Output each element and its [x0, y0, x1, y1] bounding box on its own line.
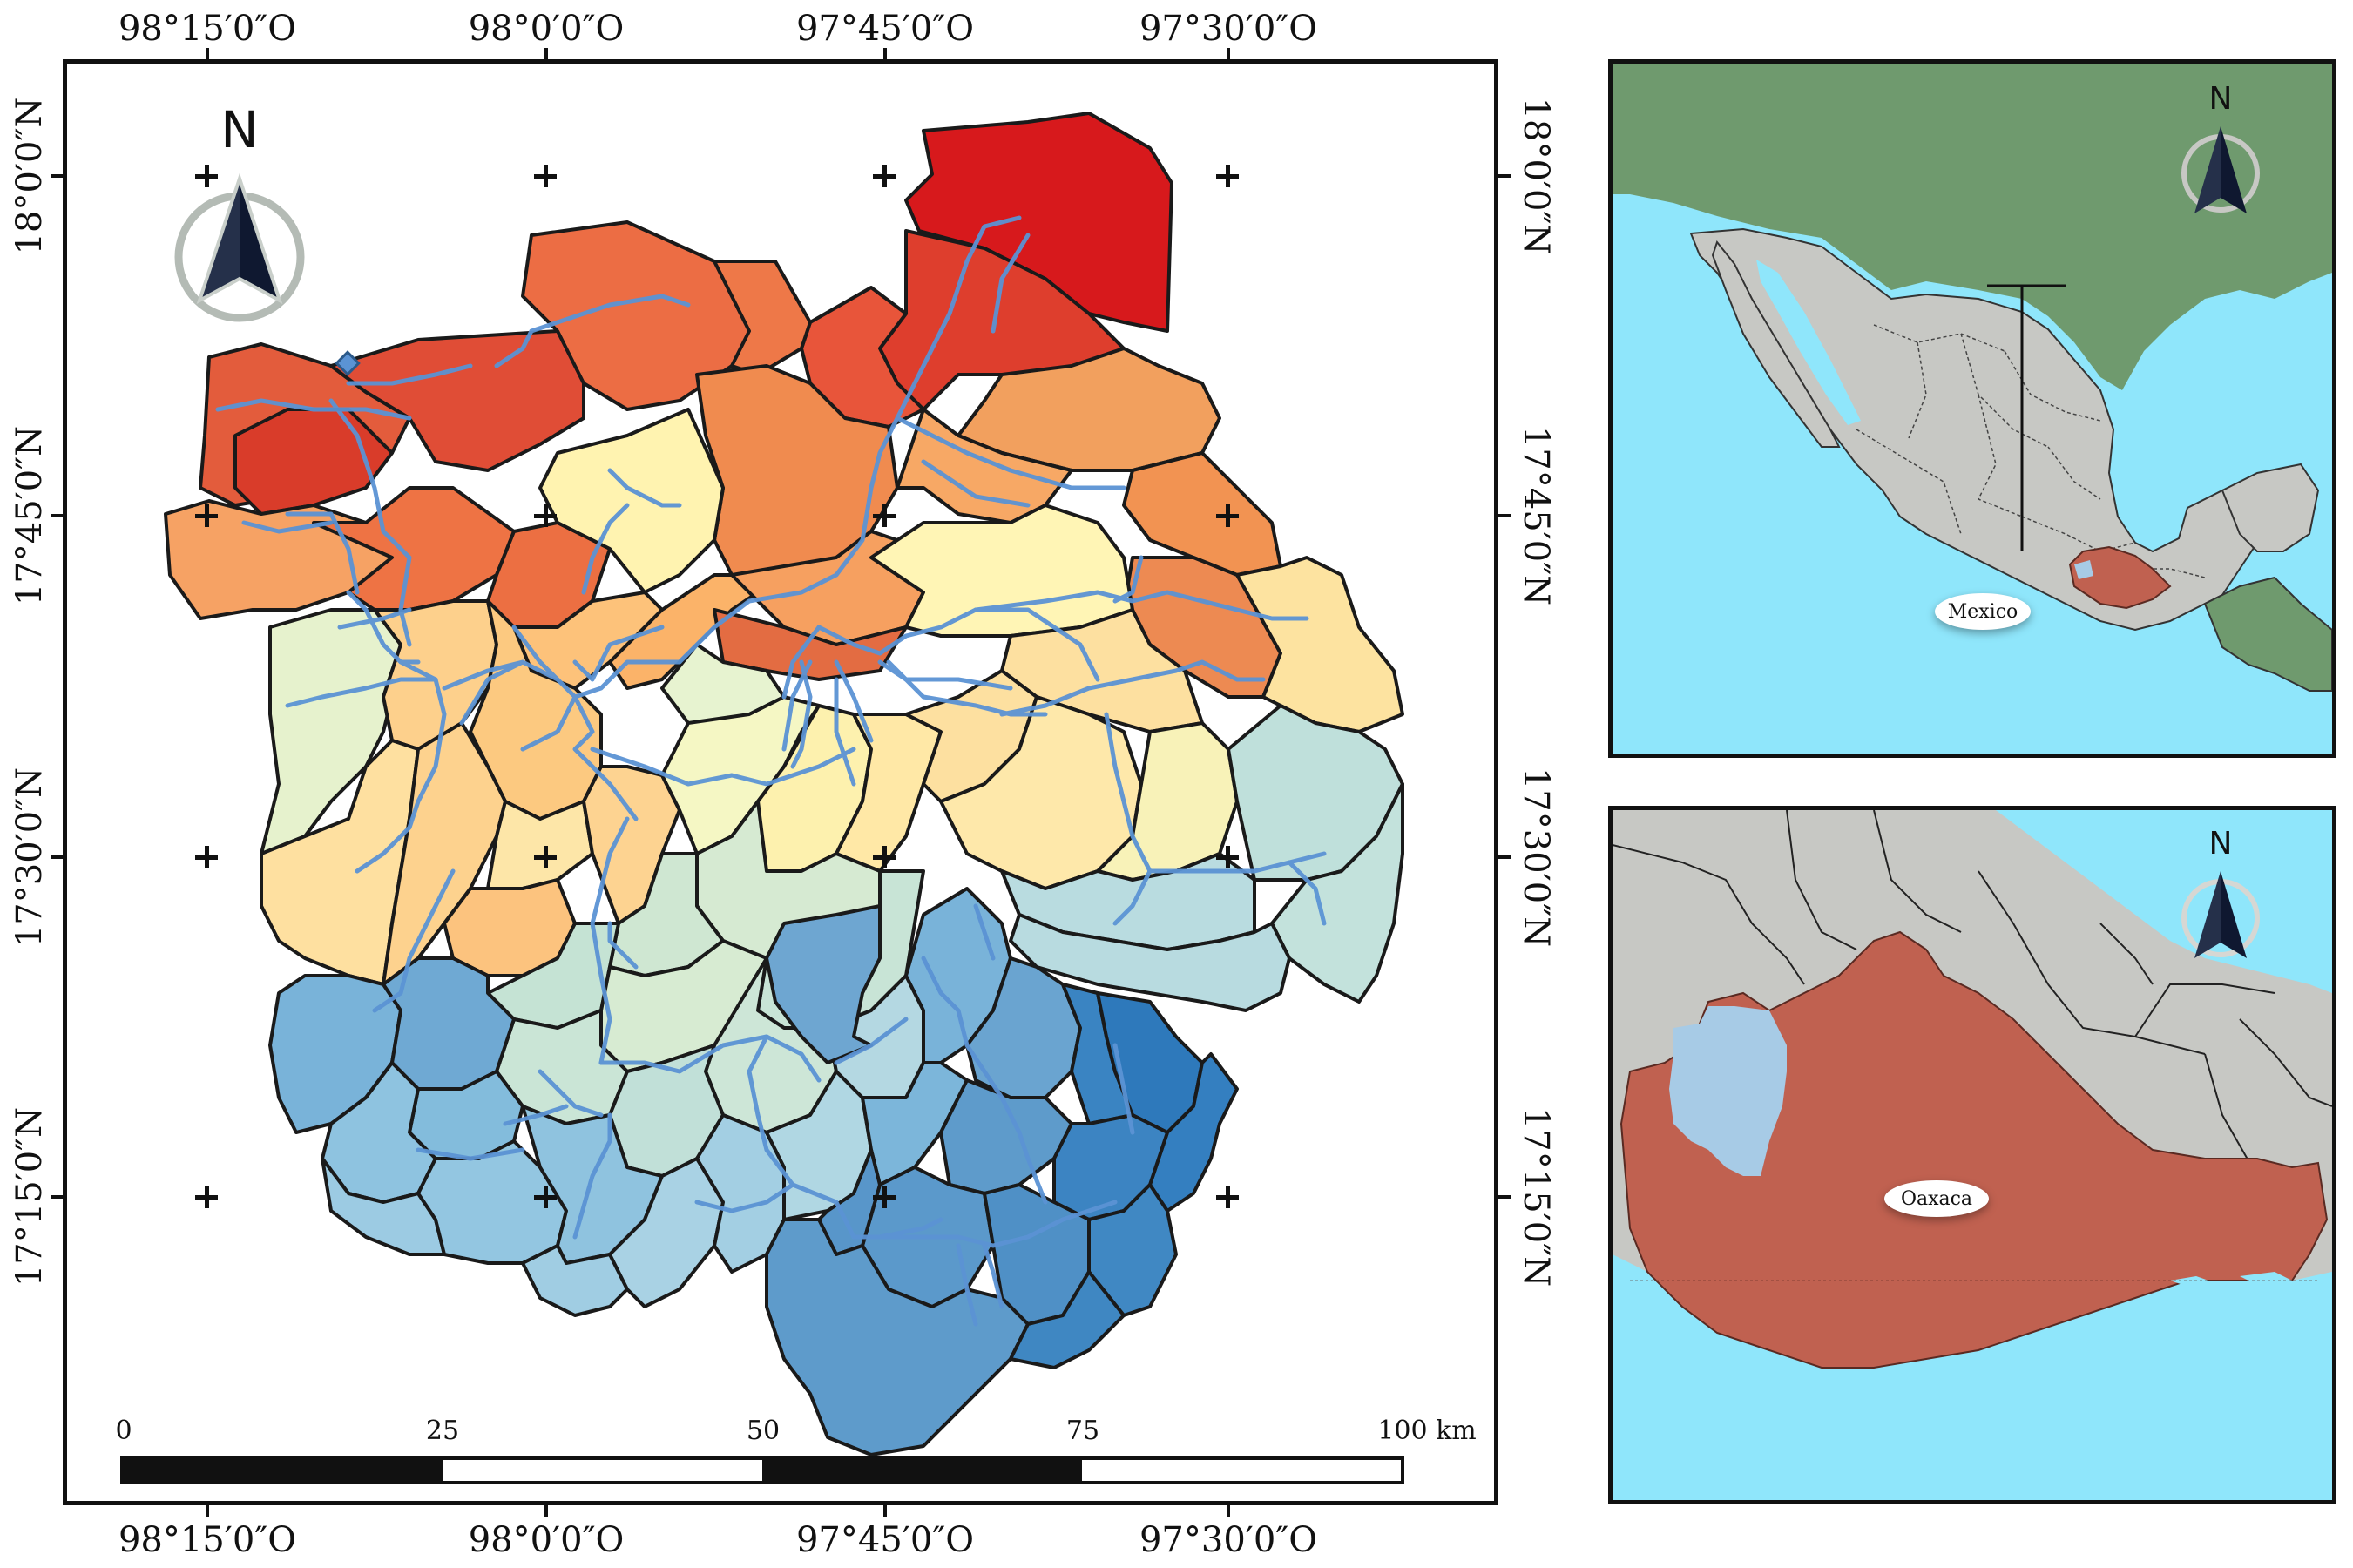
- oaxaca-label: Oaxaca: [1884, 1180, 1989, 1217]
- lon-label: 97°30′0″O: [1139, 1520, 1318, 1560]
- graticule-cross: [534, 1186, 557, 1208]
- graticule-cross: [1216, 165, 1239, 187]
- graticule-cross: [195, 1186, 218, 1208]
- mexico-inset-map: [1613, 64, 2332, 692]
- basin-highlight: [2074, 560, 2093, 579]
- lon-label: 97°45′0″O: [795, 9, 975, 49]
- lon-label: 98°0′0″O: [468, 1520, 625, 1560]
- inset-mexico-panel: Mexico N: [1608, 59, 2336, 758]
- subbasin: [382, 721, 507, 986]
- oaxaca-highlight: [2068, 545, 2172, 610]
- subbasin: [904, 112, 1173, 333]
- subbasin: [329, 329, 585, 472]
- lat-label: 17°30′0″N: [10, 767, 50, 948]
- frame-tick: [1498, 514, 1511, 517]
- mexico-callout: Mexico: [1935, 593, 2031, 630]
- pacific-water: [1613, 1254, 2332, 1500]
- graticule-cross: [534, 846, 557, 868]
- subbasin: [869, 504, 1134, 638]
- inset-oaxaca-panel: Oaxaca N: [1608, 806, 2336, 1504]
- subbasin: [1009, 1270, 1126, 1369]
- oaxaca-state: [1619, 930, 2329, 1369]
- north-arrow-icon: N: [2170, 81, 2275, 220]
- graticule-cross: [534, 504, 557, 527]
- scale-tick-label: 50: [746, 1416, 781, 1446]
- subbasin: [1235, 556, 1404, 733]
- lat-label: 17°15′0″N: [1516, 1106, 1556, 1288]
- frame-tick: [1498, 174, 1511, 178]
- graticule-cross: [1216, 1186, 1239, 1208]
- frame-tick: [51, 1195, 63, 1199]
- graticule-cross: [873, 846, 896, 868]
- graticule-cross: [873, 165, 896, 187]
- oaxaca-inset-map: [1613, 810, 2332, 1500]
- frame-tick: [544, 1504, 548, 1517]
- lon-label: 98°15′0″O: [118, 9, 297, 49]
- subbasin: [382, 956, 516, 1091]
- frame-tick: [883, 1504, 887, 1517]
- graticule-cross: [1216, 846, 1239, 868]
- frame-tick: [544, 48, 548, 60]
- north-label: N: [2208, 81, 2233, 117]
- frame-tick: [883, 48, 887, 60]
- baja-california: [1711, 240, 1841, 448]
- graticule-cross: [195, 165, 218, 187]
- gulf-water: [1996, 810, 2332, 993]
- scale-bar: [120, 1456, 1404, 1484]
- scale-tick-label: 0: [115, 1416, 132, 1446]
- lat-label: 18°0′0″N: [10, 97, 50, 255]
- graticule-cross: [873, 1186, 896, 1208]
- frame-tick: [1227, 1504, 1230, 1517]
- subbasin: [538, 408, 725, 594]
- subbasin: [939, 1078, 1073, 1195]
- lon-label: 97°30′0″O: [1139, 9, 1318, 49]
- frame-tick: [1498, 1195, 1511, 1199]
- graticule-cross: [873, 504, 896, 527]
- north-label: N: [220, 100, 259, 159]
- lat-label: 18°0′0″N: [1516, 97, 1556, 255]
- graticule-cross: [195, 504, 218, 527]
- frame-tick: [206, 48, 209, 60]
- outlet-marker: [335, 350, 361, 376]
- scale-tick-label: 25: [425, 1416, 460, 1446]
- watershed-map: [164, 112, 1404, 1456]
- basin-highlight: [1669, 1006, 1787, 1176]
- graticule-cross: [534, 165, 557, 187]
- lat-label: 17°30′0″N: [1516, 767, 1556, 948]
- frame-tick: [1498, 855, 1511, 859]
- central-america: [2203, 576, 2332, 692]
- lon-label: 98°0′0″O: [468, 9, 625, 49]
- north-label: N: [2208, 826, 2233, 862]
- subbasin: [765, 904, 882, 1064]
- scale-tick-label: 75: [1065, 1416, 1100, 1446]
- lat-label: 17°45′0″N: [1516, 425, 1556, 606]
- scale-tick-label: 100 km: [1377, 1416, 1477, 1446]
- lat-label: 17°45′0″N: [10, 425, 50, 606]
- frame-tick: [51, 514, 63, 517]
- graticule-cross: [1216, 504, 1239, 527]
- frame-tick: [206, 1504, 209, 1517]
- lat-label: 17°15′0″N: [10, 1106, 50, 1288]
- north-arrow-icon: N: [2170, 826, 2275, 965]
- frame-tick: [51, 855, 63, 859]
- north-arrow-icon: N: [170, 100, 318, 327]
- subbasin: [713, 260, 812, 376]
- usa-landmass: [1613, 64, 2332, 390]
- lon-label: 98°15′0″O: [118, 1520, 297, 1560]
- lon-label: 97°45′0″O: [795, 1520, 975, 1560]
- subbasin: [765, 1218, 1030, 1456]
- main-map-frame: [63, 59, 1498, 1505]
- frame-tick: [51, 174, 63, 178]
- graticule-cross: [195, 846, 218, 868]
- subbasin: [582, 765, 681, 925]
- yucatan: [2221, 463, 2320, 552]
- frame-tick: [1227, 48, 1230, 60]
- subbasin: [1009, 913, 1291, 1012]
